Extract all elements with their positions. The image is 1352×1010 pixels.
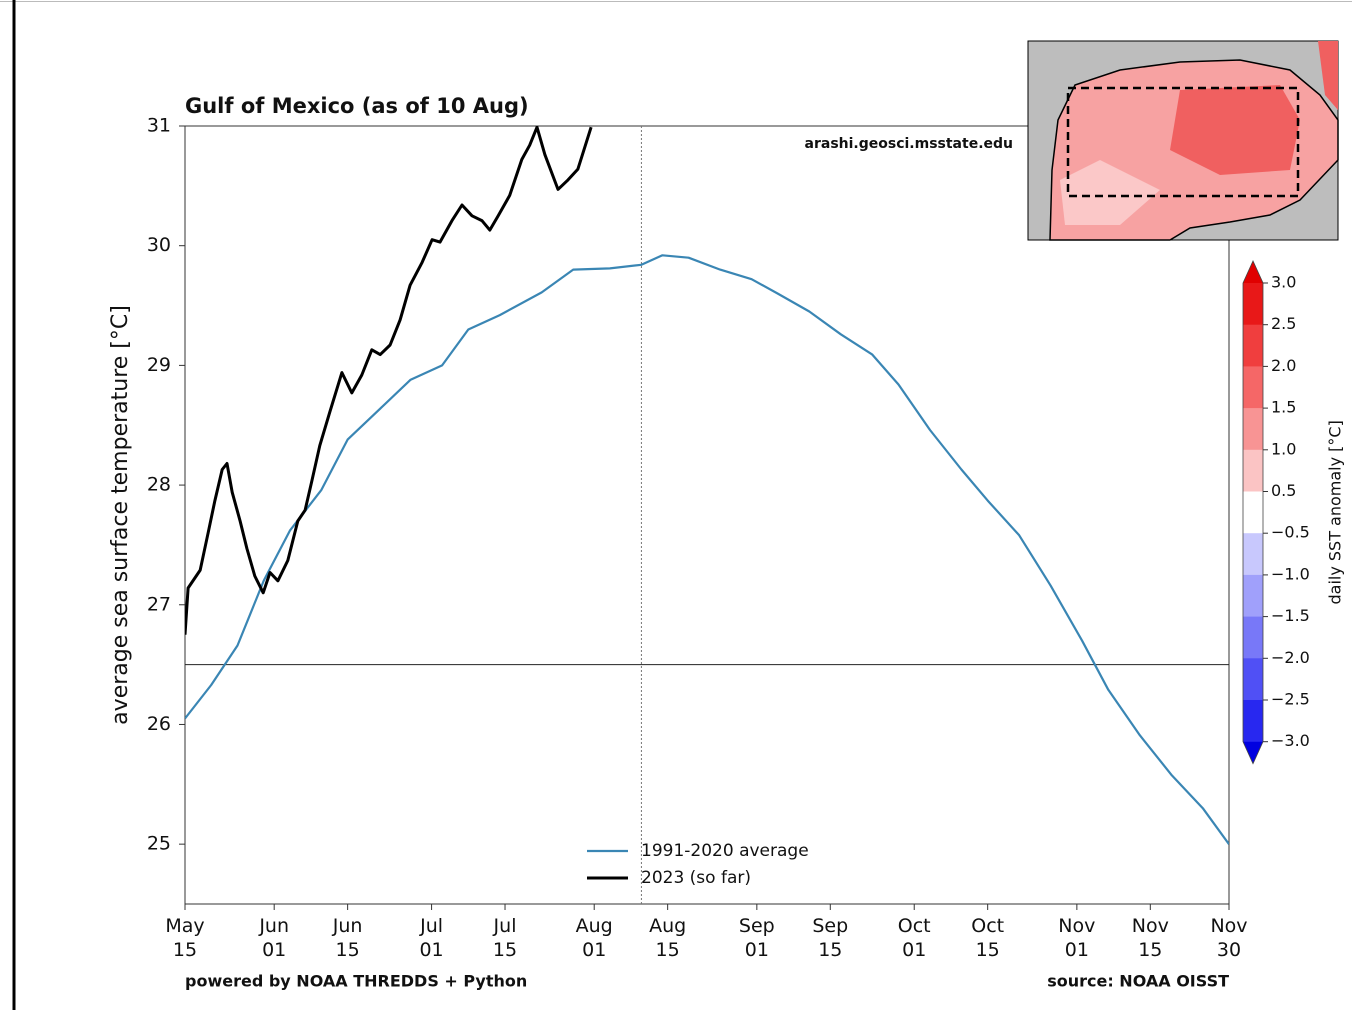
x-tick-label: Jul 15 <box>492 915 518 961</box>
x-tick-label: Nov 30 <box>1210 915 1248 961</box>
map-cool <box>1060 160 1160 225</box>
y-tick-label: 31 <box>147 115 171 137</box>
colorbar-bin <box>1243 700 1263 743</box>
colorbar-bin <box>1243 408 1263 451</box>
x-tick-label: Nov 01 <box>1058 915 1096 961</box>
data-line <box>185 126 593 635</box>
colorbar-bin <box>1243 449 1263 492</box>
x-tick-label: Oct 01 <box>897 915 931 961</box>
legend-label: 1991-2020 average <box>641 841 809 861</box>
colorbar-tick-label: −1.0 <box>1271 564 1310 583</box>
x-tick-label: Jun 01 <box>259 915 290 961</box>
colorbar-tick-label: −3.0 <box>1271 731 1310 750</box>
y-tick-label: 26 <box>147 713 171 735</box>
x-tick-label: May 15 <box>165 915 205 961</box>
colorbar-tick-label: 2.0 <box>1271 356 1296 375</box>
colorbar-tick-label: −1.5 <box>1271 606 1310 625</box>
colorbar-extend-bottom <box>1243 741 1263 764</box>
colorbar-bin <box>1243 533 1263 576</box>
colorbar-bin <box>1243 491 1263 534</box>
colorbar-bin <box>1243 658 1263 701</box>
legend-label: 2023 (so far) <box>641 868 751 888</box>
colorbar-tick-label: −2.0 <box>1271 648 1310 667</box>
colorbar-bin <box>1243 324 1263 367</box>
colorbar-tick-label: 1.0 <box>1271 439 1296 458</box>
colorbar-tick-label: 1.5 <box>1271 398 1296 417</box>
footer-left: powered by NOAA THREDDS + Python <box>185 972 527 991</box>
x-tick-label: Aug 01 <box>575 915 613 961</box>
x-tick-label: Sep 01 <box>738 915 775 961</box>
colorbar-bin <box>1243 366 1263 409</box>
y-tick-label: 27 <box>147 593 171 615</box>
chart-title: Gulf of Mexico (as of 10 Aug) <box>185 94 529 118</box>
x-tick-label: Aug 15 <box>649 915 687 961</box>
x-tick-label: Nov 15 <box>1131 915 1169 961</box>
plot-area <box>184 125 1230 905</box>
colorbar-label: daily SST anomaly [°C] <box>1326 420 1345 604</box>
map-atlantic <box>1318 41 1338 110</box>
x-tick-label: Sep 15 <box>812 915 849 961</box>
colorbar-bin <box>1243 574 1263 618</box>
colorbar-tick-label: 2.5 <box>1271 314 1296 333</box>
x-tick-label: Jul 01 <box>419 915 444 961</box>
colorbar-extend-top <box>1243 261 1263 283</box>
y-tick-label: 30 <box>147 234 171 256</box>
x-tick-label: Jun 15 <box>332 915 363 961</box>
annotation: arashi.geosci.msstate.edu <box>805 136 1013 152</box>
inset-map <box>1027 40 1339 241</box>
colorbar-tick-label: −0.5 <box>1271 523 1310 542</box>
y-axis-label: average sea surface temperature [°C] <box>108 305 133 725</box>
y-tick-label: 25 <box>147 833 171 855</box>
y-tick-label: 29 <box>147 354 171 376</box>
colorbar-bin <box>1243 283 1263 326</box>
colorbar-tick-label: −2.5 <box>1271 690 1310 709</box>
data-line <box>185 254 1229 845</box>
map-warm <box>1170 85 1300 175</box>
y-tick-label: 28 <box>147 474 171 496</box>
x-tick-label: Oct 15 <box>971 915 1005 961</box>
footer-right: source: NOAA OISST <box>1047 972 1229 991</box>
colorbar-tick-label: 0.5 <box>1271 481 1296 500</box>
colorbar-tick-label: 3.0 <box>1271 273 1296 292</box>
colorbar-bin <box>1243 616 1263 659</box>
